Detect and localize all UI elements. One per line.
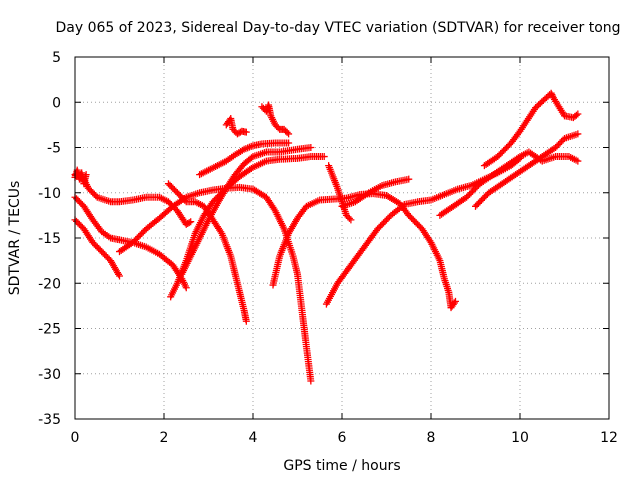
data-point xyxy=(363,190,371,198)
x-tick-label: 6 xyxy=(338,430,347,446)
data-point xyxy=(247,165,255,173)
data-point xyxy=(548,91,556,99)
data-point xyxy=(399,202,407,210)
data-point xyxy=(320,153,328,161)
series-arc9 xyxy=(164,180,250,325)
series-arc14 xyxy=(325,162,355,224)
x-tick-label: 8 xyxy=(427,430,436,446)
x-tick-label: 4 xyxy=(249,430,258,446)
data-point xyxy=(345,214,353,222)
y-tick-label: -15 xyxy=(38,231,61,247)
y-tick-label: -20 xyxy=(38,276,61,292)
x-tick-label: 0 xyxy=(71,430,80,446)
data-point xyxy=(283,128,291,136)
data-point xyxy=(187,218,195,226)
series-arc6 xyxy=(167,153,328,301)
data-point xyxy=(182,284,190,292)
data-point xyxy=(574,130,582,138)
data-point xyxy=(307,377,315,385)
y-tick-label: -5 xyxy=(47,141,61,157)
chart-title: Day 065 of 2023, Sidereal Day-to-day VTE… xyxy=(55,20,620,36)
data-point xyxy=(547,89,555,97)
x-tick-label: 12 xyxy=(600,430,618,446)
x-tick-label: 10 xyxy=(511,430,529,446)
data-point xyxy=(450,299,458,307)
series-arc10 xyxy=(222,115,250,138)
data-point xyxy=(285,130,293,138)
y-tick-label: -10 xyxy=(38,186,61,202)
y-axis-label: SDTVAR / TECUs xyxy=(7,181,23,296)
series-arc4 xyxy=(71,166,90,188)
data-point xyxy=(181,196,189,204)
y-tick-label: -30 xyxy=(38,367,61,383)
data-point xyxy=(572,111,580,119)
data-point xyxy=(405,175,413,183)
data-point xyxy=(242,128,250,136)
y-tick-label: 0 xyxy=(52,95,61,111)
data-point xyxy=(307,144,315,151)
grid xyxy=(75,57,609,419)
data-point xyxy=(285,139,293,147)
y-tick-label: 5 xyxy=(52,50,61,66)
y-tick-label: -25 xyxy=(38,322,61,338)
data-point xyxy=(82,171,90,179)
series-arc8 xyxy=(196,139,293,179)
series-arc11 xyxy=(258,101,293,138)
data-point xyxy=(347,216,355,224)
x-axis-label: GPS time / hours xyxy=(283,458,400,474)
x-tick-label: 2 xyxy=(160,430,169,446)
plot-frame xyxy=(74,56,610,420)
tick-labels: 0 2 4 6 8 10 12 5 0 -5 -10 -15 -20 -25 -30 -35 xyxy=(38,50,618,446)
series-arc18 xyxy=(480,89,582,170)
data-markers xyxy=(71,89,582,385)
series-arc16 xyxy=(436,148,582,219)
data-point xyxy=(574,157,582,165)
series-arc15 xyxy=(338,175,413,210)
data-point xyxy=(242,317,250,325)
series-arc5 xyxy=(116,183,315,385)
series-arc7 xyxy=(178,144,315,278)
data-point xyxy=(451,297,459,305)
data-point xyxy=(185,219,193,227)
data-point xyxy=(574,110,582,118)
series-arc17 xyxy=(472,130,582,210)
y-tick-label: -35 xyxy=(38,412,61,428)
data-point xyxy=(116,272,123,280)
